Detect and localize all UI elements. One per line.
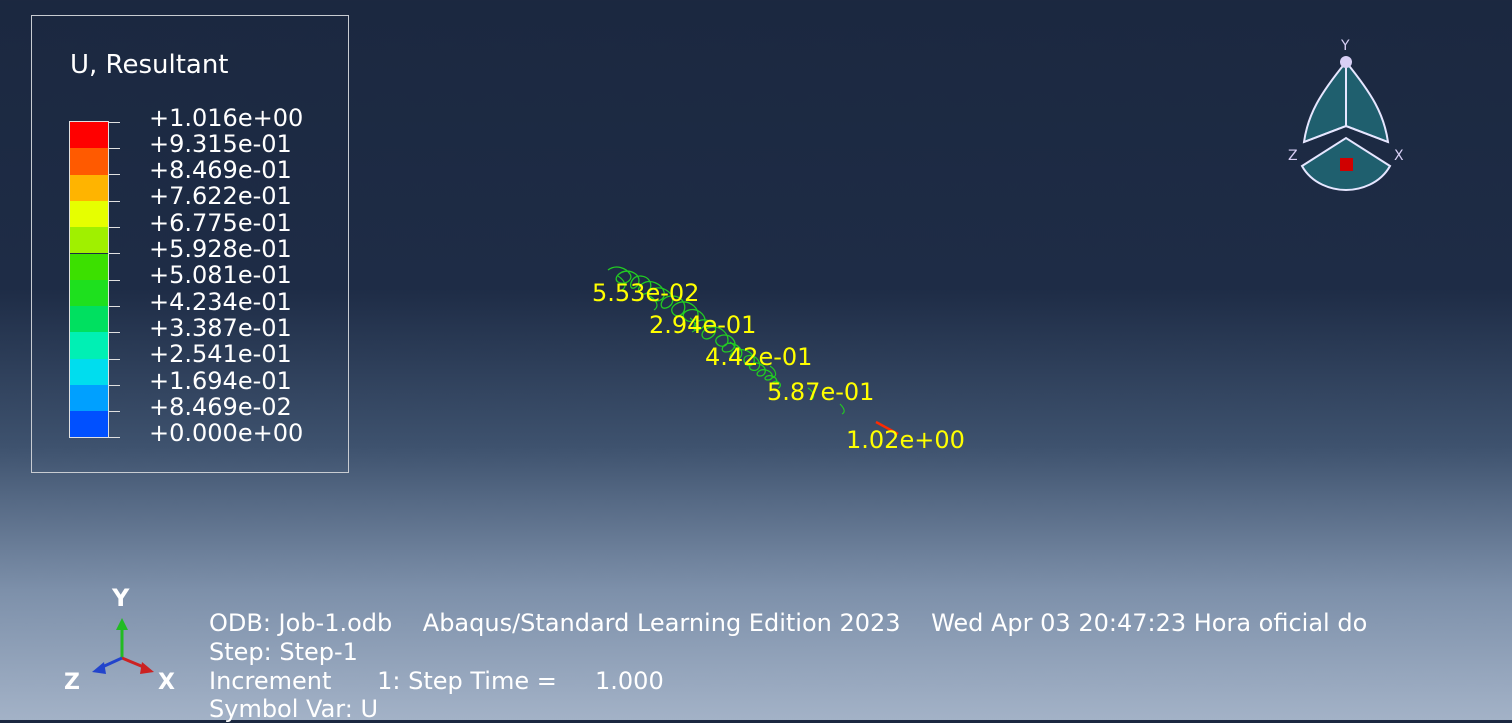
legend-tick [108, 174, 120, 175]
y-axis-arrow [116, 618, 128, 630]
legend-tick [108, 201, 120, 202]
legend-swatch [70, 148, 108, 175]
legend-tick [108, 306, 120, 307]
node-value-label: 5.87e-01 [767, 378, 875, 406]
view-triad-y-label: Y [1340, 38, 1350, 54]
view-triad-z-label: Z [1288, 148, 1298, 164]
legend-value-label: +6.775e-01 [149, 209, 292, 237]
legend-value-label: +1.694e-01 [149, 367, 292, 395]
legend-tick [108, 332, 120, 333]
legend-panel: U, Resultant +1.016e+00 +9.315e-01 +8.46… [31, 15, 349, 473]
legend-value-label: +7.622e-01 [149, 182, 292, 210]
legend-swatch [70, 332, 108, 359]
step-info-line: Step: Step-1 [209, 638, 358, 666]
legend-swatch [70, 279, 108, 307]
deformed-spring [607, 266, 781, 389]
view-cube-triad[interactable]: Y Z X [1280, 34, 1420, 204]
legend-color-bar-frame [69, 121, 109, 438]
legend-value-label: +1.016e+00 [149, 104, 304, 132]
legend-tick [108, 359, 120, 360]
legend-tick [108, 280, 120, 281]
legend-value-label: +0.000e+00 [149, 419, 304, 447]
legend-swatch [70, 227, 108, 254]
legend-value-label: +4.234e-01 [149, 288, 292, 316]
legend-tick [108, 122, 120, 123]
node-value-label: 1.02e+00 [846, 426, 965, 454]
legend-value-label: +5.928e-01 [149, 235, 292, 263]
deformed-spring-inner [617, 275, 845, 415]
axis-triad-z-label: Z [64, 670, 80, 692]
view-triad-left-lobe[interactable] [1302, 59, 1347, 144]
legend-swatch [70, 253, 108, 280]
axis-triad-x-label: X [158, 670, 175, 692]
view-triad-center-marker[interactable] [1340, 158, 1353, 171]
node-value-label: 5.53e-02 [592, 279, 700, 307]
legend-swatch [70, 306, 108, 333]
legend-title: U, Resultant [70, 50, 229, 80]
spring-end-segment [875, 420, 899, 436]
legend-swatch [70, 411, 108, 438]
z-axis-arrow [92, 662, 106, 674]
axis-triad: Y Z X [64, 584, 175, 692]
legend-value-label: +8.469e-01 [149, 156, 292, 184]
legend-value-label: +8.469e-02 [149, 393, 292, 421]
view-triad-x-label: X [1394, 148, 1404, 164]
symbol-var-line: Symbol Var: U [209, 695, 379, 723]
legend-tick [108, 385, 120, 386]
odb-info-line: ODB: Job-1.odb Abaqus/Standard Learning … [209, 609, 1368, 637]
legend-swatch [70, 358, 108, 385]
view-triad-y-point[interactable] [1340, 56, 1352, 68]
legend-tick [108, 227, 120, 228]
legend-value-label: +5.081e-01 [149, 261, 292, 289]
node-value-label: 4.42e-01 [705, 343, 813, 371]
legend-value-label: +3.387e-01 [149, 314, 292, 342]
increment-info-line: Increment 1: Step Time = 1.000 [209, 667, 664, 695]
legend-swatch [70, 200, 108, 228]
axis-triad-y-label: Y [111, 584, 130, 612]
legend-tick [108, 437, 120, 438]
legend-value-label: +2.541e-01 [149, 340, 292, 368]
node-value-label: 2.94e-01 [649, 311, 757, 339]
legend-tick [108, 411, 120, 412]
legend-value-label: +9.315e-01 [149, 130, 292, 158]
x-axis-arrow [140, 662, 154, 674]
legend-swatch [70, 385, 108, 412]
legend-tick [108, 253, 120, 254]
legend-tick [108, 148, 120, 149]
view-triad-right-lobe[interactable] [1345, 59, 1390, 144]
legend-swatch [70, 122, 108, 149]
legend-swatch [70, 174, 108, 201]
